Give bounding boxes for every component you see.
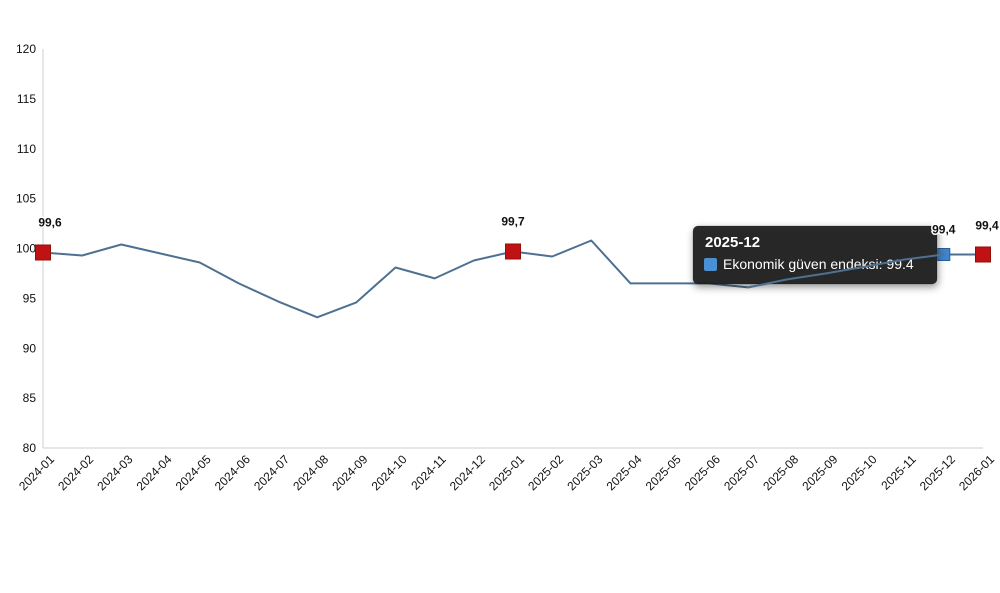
x-axis-tick-label: 2025-07: [721, 452, 762, 493]
chart-tooltip: 2025-12 Ekonomik güven endeksi: 99.4: [692, 225, 938, 285]
x-axis-tick-label: 2026-01: [956, 452, 997, 493]
x-axis-tick-label: 2024-12: [447, 452, 488, 493]
data-marker-2026-01[interactable]: [975, 246, 991, 263]
x-axis-tick-label: 2024-08: [290, 452, 331, 493]
chart-markers: [35, 243, 991, 263]
x-axis-tick-label: 2025-11: [878, 452, 919, 493]
data-marker-2024-01[interactable]: [35, 244, 51, 261]
x-axis-tick-label: 2024-06: [212, 452, 253, 493]
x-axis-tick-label: 2025-12: [917, 452, 958, 493]
x-axis-tick-label: 2024-05: [173, 452, 214, 493]
x-axis-tick-label: 2024-09: [329, 452, 370, 493]
y-axis-tick-label: 90: [23, 341, 37, 355]
point-value-label-2024-01: 99,6: [38, 216, 62, 230]
series-line-overlay: [747, 253, 945, 289]
point-value-label-2025-01: 99,7: [501, 215, 525, 229]
x-axis-tick-label: 2025-10: [839, 452, 880, 493]
chart-series-overlay: [747, 253, 945, 289]
x-axis-tick-label: 2024-10: [369, 452, 410, 493]
x-axis-tick-label: 2025-09: [799, 452, 840, 493]
x-axis-tick-label: 2024-11: [408, 452, 449, 493]
y-axis-tick-label: 85: [23, 391, 37, 405]
x-axis-tick-label: 2024-04: [134, 452, 175, 493]
x-axis-tick-label: 2024-03: [94, 452, 135, 493]
x-axis-tick-label: 2025-01: [486, 452, 527, 493]
x-axis-tick-label: 2025-06: [682, 452, 723, 493]
y-axis-tick-label: 110: [17, 142, 36, 156]
x-axis-tick-label: 2025-04: [604, 452, 645, 493]
y-axis-tick-label: 100: [16, 242, 36, 256]
tooltip-title: 2025-12: [705, 234, 760, 251]
x-axis-tick-label: 2024-07: [251, 452, 292, 493]
y-axis-tick-label: 105: [16, 192, 36, 206]
y-axis-tick-label: 95: [23, 291, 37, 305]
y-axis-tick-label: 80: [23, 441, 37, 455]
x-axis-tick-label: 2025-02: [525, 452, 566, 493]
point-value-label-2025-12: 99,4: [932, 223, 956, 237]
x-axis-tick-label: 2025-05: [643, 452, 684, 493]
y-axis-tick-label: 120: [16, 42, 36, 56]
x-axis-tick-label: 2025-08: [760, 452, 801, 493]
data-marker-2025-01[interactable]: [505, 243, 521, 260]
point-value-label-2026-01: 99,4: [975, 219, 999, 233]
x-axis-tick-label: 2025-03: [564, 452, 605, 493]
y-axis-tick-label: 115: [17, 92, 36, 106]
tooltip-series-label: Ekonomik güven endeksi: 99.4: [723, 256, 914, 272]
tooltip-series-swatch-icon: [704, 258, 717, 271]
chart-point-labels: 99,6 99,7 99,4 99,4: [37, 213, 1000, 238]
x-axis-tick-label: 2024-02: [55, 452, 96, 493]
x-axis-tick-label: 2024-01: [16, 452, 57, 493]
